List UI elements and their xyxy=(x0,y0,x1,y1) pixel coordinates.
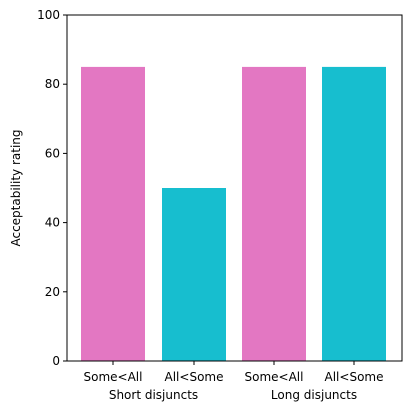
x-group-label: Short disjuncts xyxy=(109,388,198,402)
y-tick-label: 100 xyxy=(37,8,60,22)
bar-1 xyxy=(81,66,145,362)
y-axis-label: Acceptability rating xyxy=(9,129,23,246)
x-axis-ticks: Some<All All<Some Some<All All<Some Short di… xyxy=(84,361,384,402)
y-tick-label: 60 xyxy=(45,146,60,160)
bars-group xyxy=(81,66,386,362)
x-tick-label: All<Some xyxy=(325,370,384,384)
y-tick-label: 0 xyxy=(52,354,60,368)
bar-3 xyxy=(242,66,306,362)
y-tick-label: 80 xyxy=(45,77,60,91)
y-tick-label: 40 xyxy=(45,216,60,230)
x-tick-label: Some<All xyxy=(84,370,143,384)
x-group-label: Long disjuncts xyxy=(271,388,357,402)
x-tick-label: All<Some xyxy=(165,370,224,384)
bar-4 xyxy=(322,66,386,362)
bar-2 xyxy=(162,188,226,361)
plot-frame xyxy=(66,14,403,362)
y-axis-ticks: 0 20 40 60 80 100 xyxy=(37,8,67,368)
x-tick-label: Some<All xyxy=(245,370,304,384)
y-tick-label: 20 xyxy=(45,285,60,299)
